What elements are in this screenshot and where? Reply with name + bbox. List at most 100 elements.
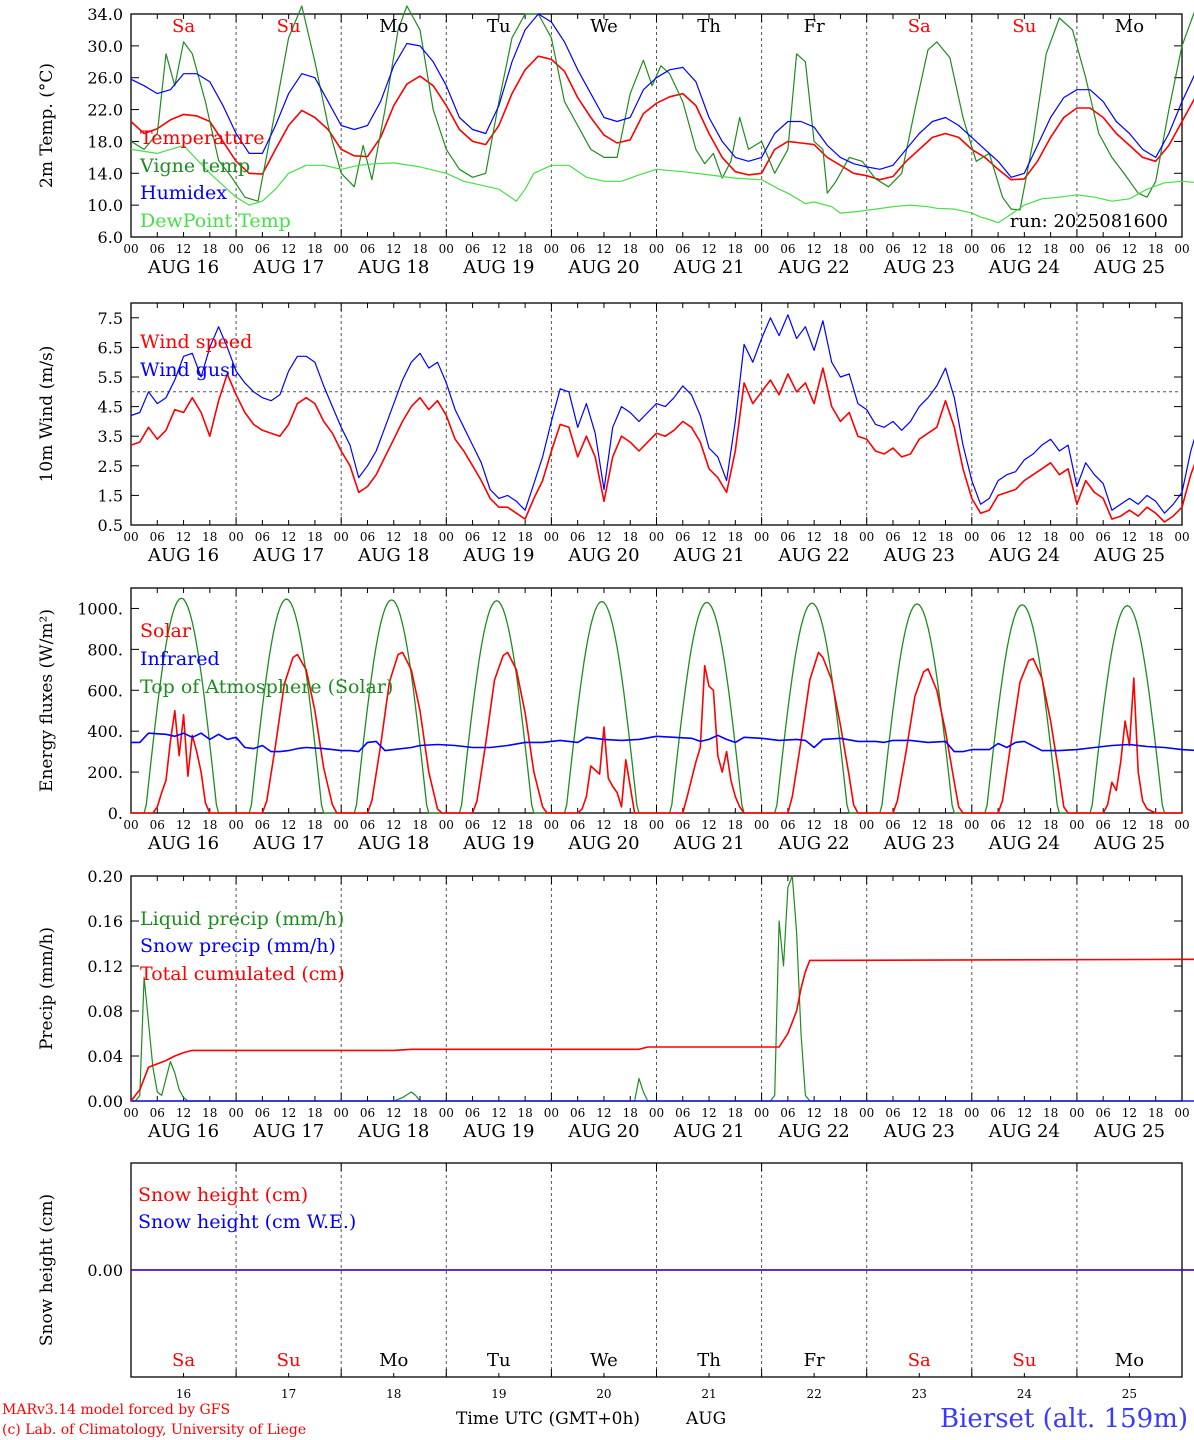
hour-tick-label: 18 [833, 1106, 848, 1120]
y-tick-label: 30.0 [87, 37, 123, 56]
legend-entry: Total cumulated (cm) [140, 963, 345, 985]
legend-entry: Top of Atmosphere (Solar) [140, 676, 393, 698]
hour-tick-label: 00 [964, 818, 979, 832]
hour-tick-label: 00 [1069, 818, 1084, 832]
hour-tick-label: 18 [202, 530, 217, 544]
day-number-label: 24 [1017, 1387, 1033, 1401]
date-label: AUG 22 [778, 545, 850, 566]
date-label: AUG 23 [883, 257, 955, 278]
hour-tick-label: 06 [780, 1106, 795, 1120]
hour-tick-label: 12 [491, 818, 506, 832]
hour-tick-label: 00 [544, 242, 559, 256]
hour-tick-label: 06 [465, 1106, 480, 1120]
date-label: AUG 20 [567, 1121, 639, 1142]
hour-tick-label: 06 [990, 242, 1005, 256]
date-label: AUG 23 [883, 833, 955, 854]
weekday-label: Tu [487, 16, 511, 37]
hour-tick-label: 00 [228, 818, 243, 832]
date-label: AUG 25 [1093, 833, 1165, 854]
y-tick-label: 5.5 [98, 368, 123, 387]
hour-tick-label: 00 [859, 530, 874, 544]
date-label: AUG 22 [778, 1121, 850, 1142]
weekday-label: Th [697, 16, 721, 37]
hour-tick-label: 00 [123, 242, 138, 256]
hour-tick-label: 18 [1148, 1106, 1163, 1120]
hour-tick-label: 18 [833, 818, 848, 832]
hour-tick-label: 18 [307, 242, 322, 256]
hour-tick-label: 00 [1069, 530, 1084, 544]
y-tick-label: 600. [87, 681, 123, 700]
day-number-label: 19 [491, 1387, 506, 1401]
hour-tick-label: 00 [964, 530, 979, 544]
hour-tick-label: 06 [780, 530, 795, 544]
hour-tick-label: 18 [623, 1106, 638, 1120]
hour-tick-label: 12 [491, 1106, 506, 1120]
hour-tick-label: 00 [649, 530, 664, 544]
hour-tick-label: 06 [1096, 242, 1111, 256]
hour-tick-label: 12 [701, 242, 716, 256]
y-axis-label: Energy fluxes (W/m²) [37, 609, 57, 792]
hour-tick-label: 06 [570, 818, 585, 832]
legend-entry: Wind gust [140, 359, 238, 381]
panel-5: 0.00 Snow height (cm) Snow height (cm) Snow… [37, 1162, 1194, 1401]
hour-tick-label: 00 [1174, 530, 1189, 544]
hour-tick-label: 06 [780, 242, 795, 256]
hour-tick-label: 00 [439, 1106, 454, 1120]
weekday-label: Mo [1115, 16, 1144, 37]
y-tick-label: 0.00 [87, 1261, 123, 1280]
hour-tick-label: 00 [334, 242, 349, 256]
hour-tick-label: 00 [228, 242, 243, 256]
hour-tick-label: 00 [334, 818, 349, 832]
hour-tick-label: 06 [570, 1106, 585, 1120]
hour-tick-label: 06 [990, 818, 1005, 832]
hour-tick-label: 12 [386, 530, 401, 544]
y-tick-label: 200. [87, 763, 123, 782]
day-number-label: 21 [701, 1387, 716, 1401]
hour-tick-label: 18 [307, 1106, 322, 1120]
hour-tick-label: 06 [150, 242, 165, 256]
hour-tick-label: 12 [176, 1106, 191, 1120]
hour-tick-label: 06 [150, 530, 165, 544]
hour-tick-label: 18 [1043, 818, 1058, 832]
hour-tick-label: 12 [596, 1106, 611, 1120]
date-label: AUG 19 [462, 545, 534, 566]
series-temperature [130, 55, 1194, 181]
hour-tick-label: 18 [623, 818, 638, 832]
weekday-label: Th [697, 1350, 721, 1371]
hour-tick-label: 12 [701, 818, 716, 832]
legend-entry: Snow precip (mm/h) [140, 935, 336, 957]
date-label: AUG 25 [1093, 1121, 1165, 1142]
y-tick-label: 10.0 [87, 196, 123, 215]
hour-tick-label: 18 [412, 1106, 427, 1120]
hour-tick-label: 18 [1043, 530, 1058, 544]
date-label: AUG 20 [567, 833, 639, 854]
hour-tick-label: 12 [596, 242, 611, 256]
hour-tick-label: 06 [465, 530, 480, 544]
y-tick-label: 4.5 [98, 398, 123, 417]
date-label: AUG 25 [1093, 257, 1165, 278]
hour-tick-label: 18 [1043, 1106, 1058, 1120]
day-number-label: 18 [386, 1387, 401, 1401]
weekday-label: Sa [172, 16, 195, 37]
panels: 00 06 12 18 00 06 12 18 00 06 12 18 00 06 12 18 00 06 12 18… [37, 5, 1194, 1401]
hour-tick-label: 06 [360, 1106, 375, 1120]
weekday-label: Su [1012, 1350, 1036, 1371]
hour-tick-label: 00 [123, 818, 138, 832]
hour-tick-label: 18 [517, 530, 532, 544]
hour-tick-label: 12 [807, 530, 822, 544]
hour-tick-label: 18 [412, 530, 427, 544]
hour-tick-label: 00 [123, 530, 138, 544]
hour-tick-label: 18 [938, 242, 953, 256]
weekday-label: We [590, 1350, 618, 1371]
date-label: AUG 17 [252, 545, 324, 566]
hour-tick-label: 06 [150, 1106, 165, 1120]
date-label: AUG 21 [672, 833, 744, 854]
hour-tick-label: 12 [386, 242, 401, 256]
weekday-label: Su [1012, 16, 1036, 37]
series-humidex [130, 13, 1194, 178]
hour-tick-label: 12 [1122, 242, 1137, 256]
hour-tick-label: 18 [202, 818, 217, 832]
y-axis-label: 10m Wind (m/s) [37, 346, 57, 483]
hour-tick-label: 12 [281, 1106, 296, 1120]
y-axis-label: Precip (mm/h) [37, 927, 57, 1050]
